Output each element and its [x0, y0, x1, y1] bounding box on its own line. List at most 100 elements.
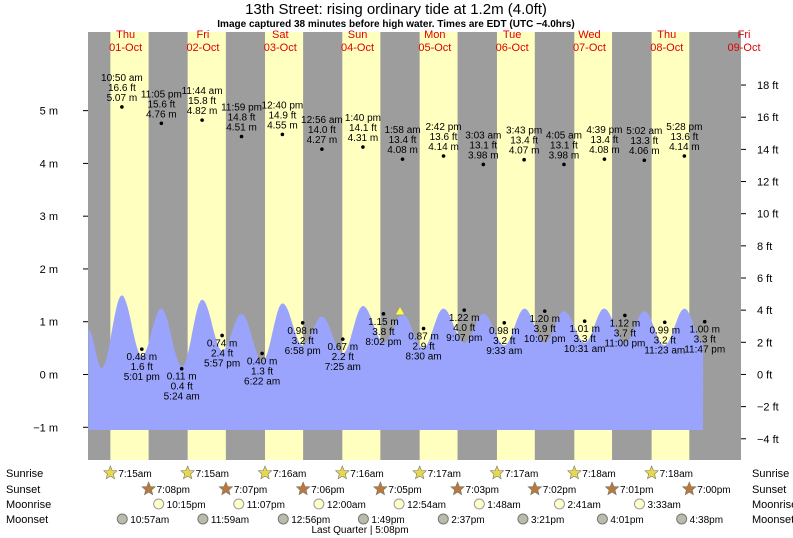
chart-subtitle: Image captured 38 minutes before high wa…	[217, 19, 574, 30]
moonset-icon	[437, 513, 449, 525]
y2-tick-label: 14 ft	[757, 144, 778, 156]
astro-time: 4:38pm	[690, 515, 723, 526]
tide-point	[522, 157, 526, 162]
day-name: Tue	[503, 29, 522, 41]
tide-label: 0.40 m	[247, 356, 278, 367]
tide-label: 4.51 m	[226, 122, 257, 133]
day-name: Sat	[272, 29, 289, 41]
tide-label: 1.12 m	[610, 318, 641, 329]
y-tick-label: −1 m	[33, 422, 58, 434]
tide-label: 1.15 m	[368, 317, 399, 328]
tide-point	[462, 308, 467, 312]
tide-label: 15.6 ft	[147, 99, 175, 110]
astro-time: 4:01pm	[610, 515, 643, 526]
y-tick-label: 1 m	[40, 317, 58, 329]
tide-point	[602, 157, 607, 161]
tide-label: 14.1 ft	[349, 123, 377, 134]
tide-point	[239, 134, 244, 139]
sunset-icon	[372, 481, 388, 496]
astro-time: 7:07pm	[234, 485, 267, 496]
tide-label: 3.98 m	[549, 150, 580, 161]
moonrise-icon	[233, 498, 245, 510]
sunrise-icon	[644, 465, 660, 480]
astro-time: 1:48am	[487, 500, 520, 511]
y2-tick-label: 6 ft	[757, 273, 772, 285]
y2-tick-label: 0 ft	[757, 369, 772, 381]
tide-label: 2.2 ft	[332, 352, 354, 363]
tide-label: 4.82 m	[187, 106, 218, 117]
tide-label: 5:02 am	[626, 126, 662, 137]
astro-time: 11:07pm	[247, 500, 285, 511]
day-name: Thu	[657, 29, 676, 41]
day-date: 04-Oct	[341, 42, 374, 54]
y2-tick-label: 4 ft	[757, 305, 772, 317]
row-label: Moonrise	[752, 499, 793, 511]
tide-point	[361, 145, 365, 149]
day-name: Wed	[578, 29, 600, 41]
current-marker	[394, 304, 406, 316]
sunrise-icon	[180, 465, 196, 480]
tide-label: 4.08 m	[387, 145, 418, 156]
tide-label: 3.8 ft	[372, 327, 394, 338]
y-tick-label: 2 m	[40, 264, 58, 276]
tide-point	[320, 147, 324, 151]
day-date: 02-Oct	[186, 42, 219, 54]
tide-label: 13.1 ft	[469, 140, 497, 151]
chart-title: 13th Street: rising ordinary tide at 1.2…	[245, 1, 547, 18]
tide-label: 14.9 ft	[268, 110, 296, 121]
tide-point	[481, 162, 486, 167]
tide-label: 4:39 pm	[586, 125, 622, 136]
tide-label: 13.1 ft	[550, 140, 578, 151]
tide-label: 4:05 am	[546, 130, 582, 141]
tide-label: 5.07 m	[107, 93, 138, 104]
tide-label: 3.2 ft	[654, 335, 676, 346]
sunrise-icon	[334, 465, 350, 480]
moonset-icon	[596, 513, 608, 525]
day-date: 06-Oct	[496, 42, 529, 54]
day-date: 05-Oct	[418, 42, 451, 54]
tide-label: 0.98 m	[287, 326, 318, 337]
tide-label: 3.9 ft	[534, 324, 556, 335]
tide-label: 5:01 pm	[124, 372, 160, 383]
tide-label: 2:42 pm	[425, 122, 461, 133]
tide-label: 12:56 am	[301, 115, 343, 126]
tide-point	[441, 154, 446, 158]
moonrise-icon	[634, 498, 646, 510]
tide-point	[140, 347, 144, 351]
tide-point	[662, 320, 667, 325]
y-tick-label: 0 m	[40, 370, 58, 382]
tide-label: 14.8 ft	[228, 112, 256, 123]
tide-label: 1.3 ft	[251, 366, 273, 377]
tide-label: 0.48 m	[127, 352, 158, 363]
astro-time: 3:21pm	[531, 515, 564, 526]
moonset-icon	[197, 513, 209, 525]
y2-tick-label: 18 ft	[757, 80, 778, 92]
tide-label: 1.6 ft	[131, 362, 153, 373]
astro-time: 10:57am	[130, 515, 169, 526]
astro-time: 10:15pm	[167, 500, 206, 511]
tide-label: 3.3 ft	[694, 335, 716, 346]
astro-time: 7:03pm	[466, 485, 499, 496]
astro-time: 7:01pm	[620, 485, 653, 496]
tide-label: 5:57 pm	[204, 358, 240, 369]
y-tick-label: 4 m	[40, 158, 58, 170]
tide-label: 16.6 ft	[108, 83, 136, 94]
y2-tick-label: −2 ft	[757, 402, 779, 414]
tide-label: 3:03 am	[465, 130, 501, 141]
astro-time: 12:56pm	[291, 515, 330, 526]
tide-label: 0.11 m	[167, 372, 197, 383]
tide-label: 1:40 pm	[345, 113, 381, 124]
moonset-icon	[676, 513, 688, 525]
tide-label: 3.3 ft	[574, 334, 596, 345]
tide-curve	[88, 295, 704, 430]
tide-label: 12:40 pm	[262, 100, 304, 111]
tide-label: 4.14 m	[669, 142, 700, 153]
day-name: Sun	[348, 29, 368, 41]
y2-tick-label: 16 ft	[757, 112, 778, 124]
sunset-icon	[450, 481, 465, 496]
y2-tick-label: 2 ft	[757, 337, 772, 349]
tide-label: 3.7 ft	[614, 328, 636, 339]
tide-label: 11:00 pm	[604, 338, 645, 349]
tide-label: 13.4 ft	[510, 136, 538, 147]
tide-label: 13.3 ft	[630, 136, 658, 147]
